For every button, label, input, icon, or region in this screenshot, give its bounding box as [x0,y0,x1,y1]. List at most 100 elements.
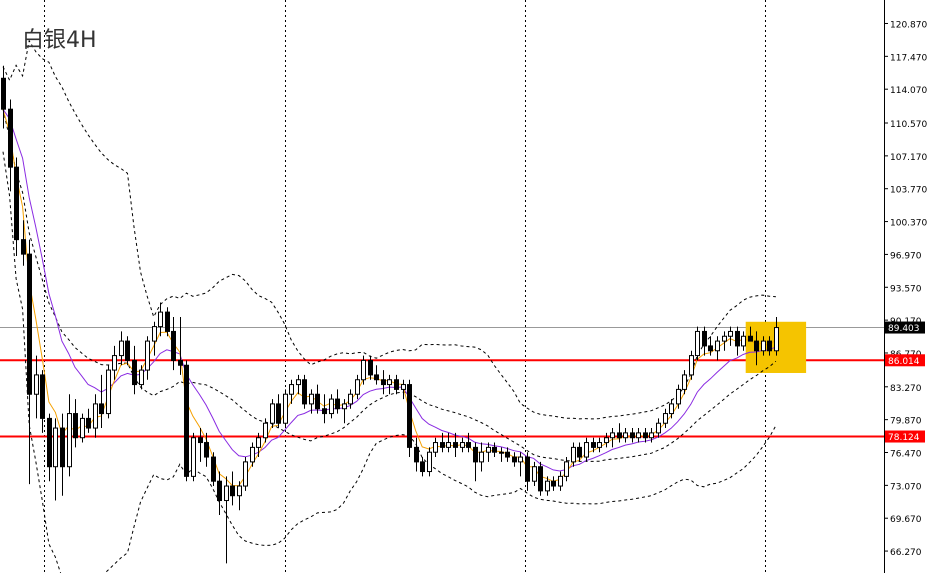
candle [767,336,772,356]
candle-body-up [499,451,504,454]
candle-body-up [663,413,668,424]
candle [132,345,137,395]
candle-body-down [276,403,281,424]
candle-body-up [112,355,117,371]
candle-body-down [368,359,373,376]
candle-body-up [145,340,150,371]
candle-body-up [93,403,98,429]
candle [610,428,615,448]
price-tick-label: 83.270 [890,384,922,394]
candle-body-up [623,432,628,439]
candle [263,418,268,443]
candle [630,428,635,443]
candle [728,326,733,346]
candle-body-up [401,384,406,390]
candle [453,432,458,458]
candle-body-up [460,442,465,448]
candle [401,379,406,400]
candle [191,432,196,482]
candle [99,374,104,429]
candle [355,374,360,400]
candle-body-down [21,239,26,255]
candle-body-down [453,442,458,448]
candle-body-up [427,451,432,473]
candle [250,442,255,467]
candle-body-down [505,451,510,458]
level-price-tag-background [885,430,925,443]
candle [211,452,216,487]
candle [270,399,275,429]
candle-body-down [73,413,78,439]
candle-body-down [492,446,497,453]
candle-body-up [139,369,144,386]
candle-body-up [610,432,615,439]
price-tick-label: 69.670 [890,515,922,525]
candle-body-up [433,442,438,453]
candle-body-up [296,379,301,386]
level-price-tag-label: 86.014 [888,357,920,367]
candle-body-up [270,403,275,424]
candle [139,365,144,390]
candle [617,423,622,443]
current-price-tag-label: 89.403 [888,324,920,334]
candle [473,442,478,482]
candle [492,442,497,458]
candle-body-up [67,413,72,468]
candle-body-up [597,442,602,448]
candle [93,394,98,438]
candle [256,432,261,458]
candle [636,428,641,443]
price-tick-label: 79.870 [890,417,922,427]
candle [315,384,320,414]
candle-body-down [171,330,176,361]
candle [73,399,78,448]
candle [695,326,700,361]
candle-body-down [27,253,32,395]
candle [329,394,334,419]
candle [656,418,661,438]
candle [27,239,32,485]
candle [67,394,72,477]
candle [663,408,668,429]
candle-body-up [669,403,674,415]
candle [414,437,419,472]
candle [676,384,681,409]
candle-body-up [329,398,334,415]
candle-body-down [302,379,307,405]
candle-body-down [473,446,478,463]
candle-body-down [708,345,713,352]
candle [479,442,484,472]
price-tick-label: 110.570 [890,120,927,130]
candle-body-down [394,379,399,390]
candle [407,379,412,458]
candle [198,428,203,462]
candle [420,457,425,477]
candle-body-down [407,384,412,448]
candle [623,428,628,443]
candle [53,418,58,501]
candle-body-down [512,456,517,463]
candle [80,413,85,443]
candle-body-down [754,340,759,352]
candle [735,326,740,356]
candle [217,471,222,516]
candle [374,365,379,385]
candle [152,321,157,356]
candle [702,326,707,356]
candle-body-up [158,311,163,328]
candle-body-down [735,330,740,347]
candle [649,428,654,443]
candle [577,442,582,462]
candle-body-up [636,432,641,439]
candle-body-up [283,393,288,424]
candle [296,374,301,395]
candle-body-up [256,437,261,448]
candle-body-up [532,466,537,482]
candle [532,461,537,487]
candle-body-up [263,422,268,439]
candle-body-up [243,461,248,487]
candle-body-down [125,340,130,361]
candle [722,331,727,351]
candle [184,360,189,482]
candle [512,452,517,467]
